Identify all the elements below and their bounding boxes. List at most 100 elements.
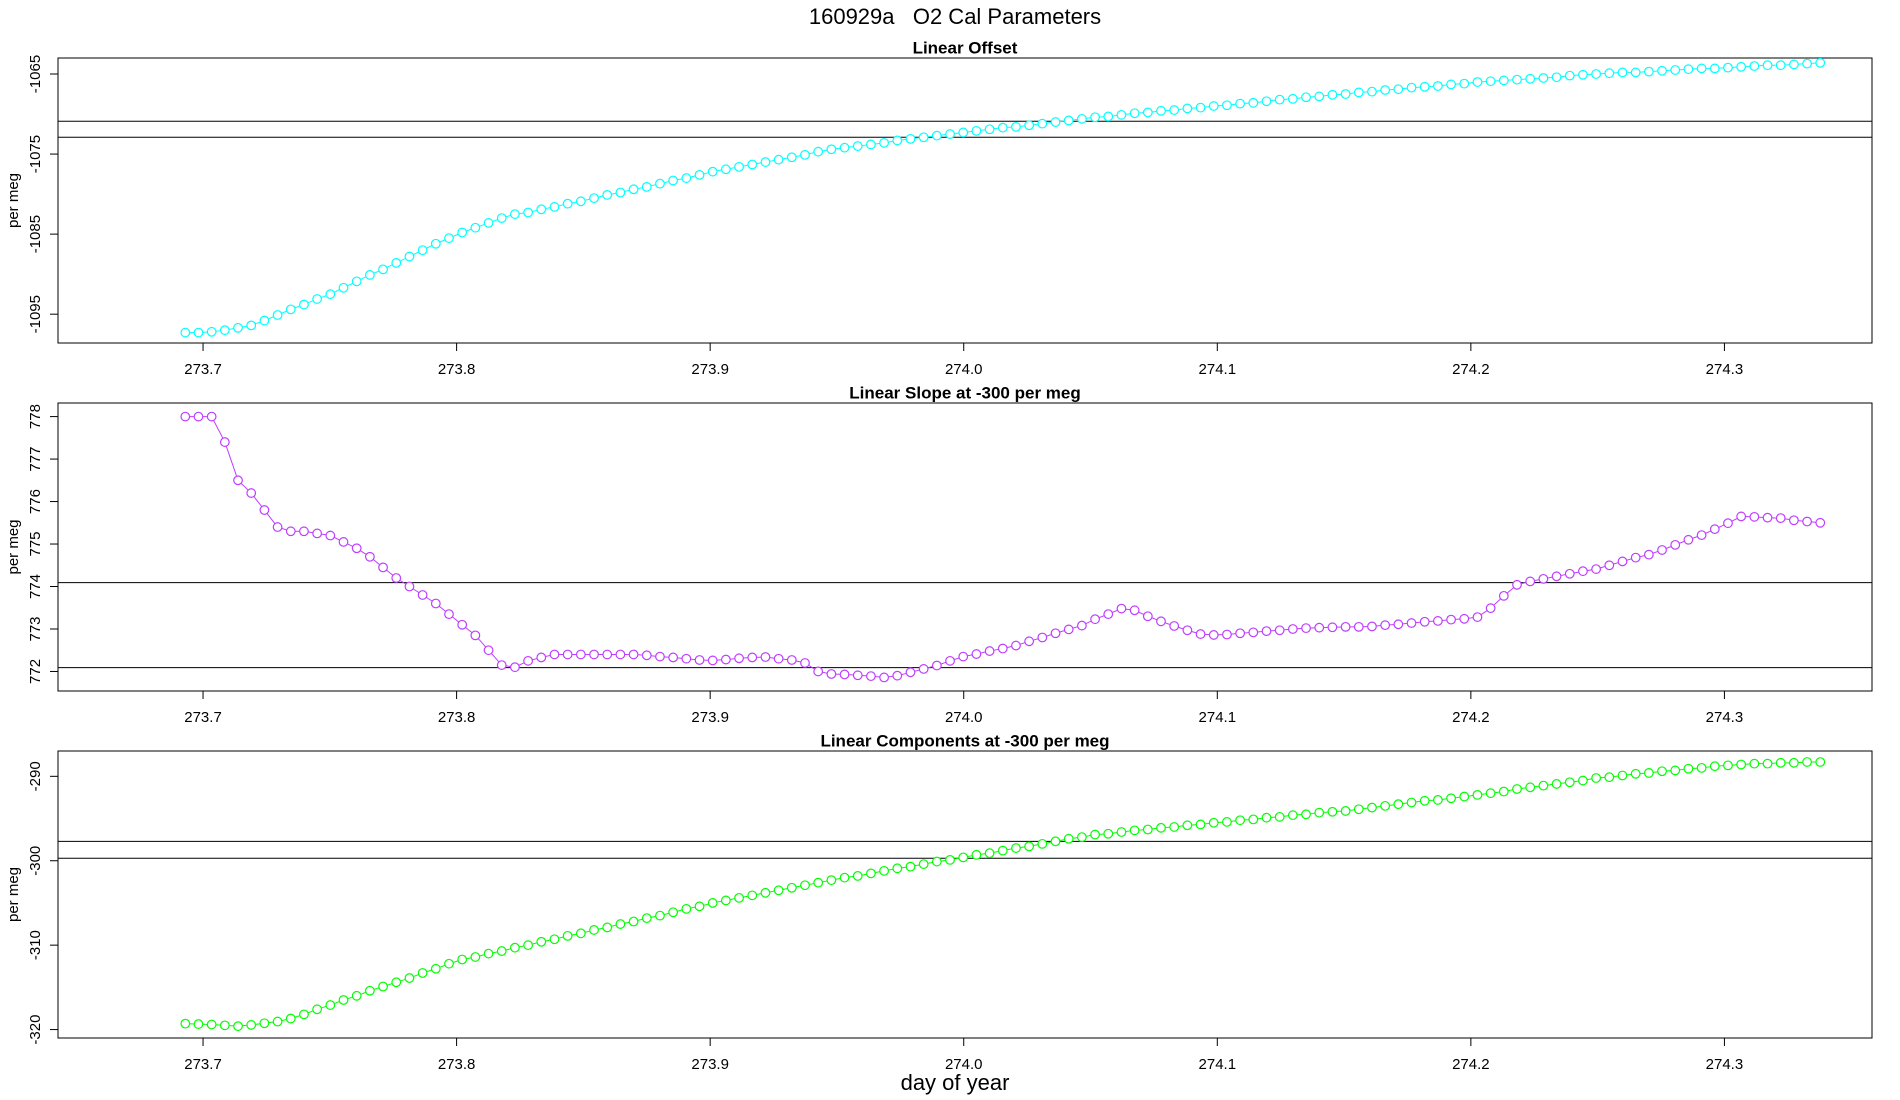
data-point (1789, 515, 1799, 526)
data-point (1406, 797, 1417, 808)
data-point (1024, 120, 1035, 131)
data-point (457, 227, 468, 238)
data-point (246, 488, 257, 498)
data-point (1789, 59, 1799, 70)
data-point (1709, 63, 1720, 74)
data-point (1037, 838, 1048, 849)
data-point (1709, 524, 1720, 535)
data-point (734, 892, 744, 903)
data-point (720, 895, 731, 906)
data-point (510, 209, 520, 220)
x-tick-label: 274.0 (945, 709, 983, 726)
data-point (839, 142, 850, 153)
data-line (185, 416, 1821, 678)
y-axis-label: per meg (5, 173, 22, 228)
data-point (1617, 67, 1628, 78)
data-point (1182, 820, 1193, 831)
data-point (1696, 530, 1707, 541)
data-point (615, 919, 626, 929)
page-title: 160929a O2 Cal Parameters (809, 4, 1101, 29)
data-point (1749, 61, 1760, 71)
data-point (180, 1018, 191, 1029)
data-point (444, 233, 454, 244)
data-point (1551, 779, 1562, 789)
y-tick-label: 776 (27, 489, 44, 514)
data-point (1129, 605, 1140, 616)
data-point (800, 880, 810, 891)
data-point (1314, 91, 1325, 102)
data-point (773, 154, 784, 165)
data-point (193, 411, 204, 422)
data-point (536, 204, 547, 215)
data-point (1327, 806, 1338, 817)
data-point (1485, 76, 1496, 87)
data-point (536, 652, 547, 663)
x-tick-label: 273.7 (184, 361, 222, 378)
data-point (1274, 94, 1285, 105)
data-point (1564, 568, 1575, 579)
data-point (918, 859, 929, 870)
data-point (892, 135, 903, 146)
data-point (1116, 827, 1127, 837)
data-point (1261, 96, 1272, 107)
data-point (1248, 814, 1259, 825)
data-point (404, 581, 415, 592)
data-point (364, 985, 375, 996)
x-tick-label: 273.8 (438, 361, 476, 378)
x-tick-label: 274.3 (1706, 1056, 1744, 1073)
data-line (185, 62, 1821, 334)
data-point (707, 655, 718, 666)
y-axis-label: per meg (5, 867, 22, 922)
data-point (839, 669, 850, 680)
data-point (681, 653, 692, 664)
data-point (1670, 65, 1681, 75)
data-point (536, 936, 547, 947)
data-point (1367, 621, 1377, 632)
data-point (1485, 788, 1496, 799)
data-point (510, 662, 520, 673)
data-point (1301, 623, 1311, 634)
data-point (945, 129, 955, 139)
data-point (1419, 616, 1430, 627)
data-point (338, 995, 349, 1005)
data-point (1459, 613, 1470, 624)
x-tick-label: 274.1 (1199, 1056, 1237, 1073)
data-point (1617, 556, 1628, 567)
data-point (1802, 58, 1812, 69)
y-tick-label: -1065 (27, 55, 44, 93)
data-point (681, 173, 692, 183)
data-point (615, 649, 626, 660)
data-point (866, 671, 876, 682)
data-point (219, 1020, 230, 1031)
data-point (773, 885, 784, 896)
data-point (299, 526, 309, 537)
data-point (351, 543, 362, 554)
data-point (931, 856, 942, 867)
data-point (1736, 61, 1747, 72)
data-point (747, 890, 758, 901)
data-point (694, 169, 705, 180)
data-point (1340, 621, 1351, 632)
data-point (510, 942, 520, 953)
data-point (1103, 609, 1114, 620)
data-point (602, 649, 613, 660)
data-point (1657, 766, 1667, 777)
data-point (1591, 69, 1602, 79)
data-point (931, 130, 942, 141)
data-point (1591, 564, 1602, 574)
data-point (1274, 625, 1285, 636)
data-point (1222, 629, 1232, 640)
data-point (378, 562, 388, 573)
data-point (1063, 624, 1074, 635)
data-point (866, 868, 876, 879)
data-point (1630, 768, 1641, 779)
data-point (1551, 571, 1562, 582)
data-point (786, 655, 797, 665)
data-point (826, 144, 837, 155)
data-point (1301, 92, 1311, 103)
data-point (1762, 512, 1773, 523)
data-point (246, 320, 257, 331)
data-point (1076, 620, 1087, 631)
data-point (1011, 843, 1021, 853)
data-point (1617, 770, 1628, 781)
